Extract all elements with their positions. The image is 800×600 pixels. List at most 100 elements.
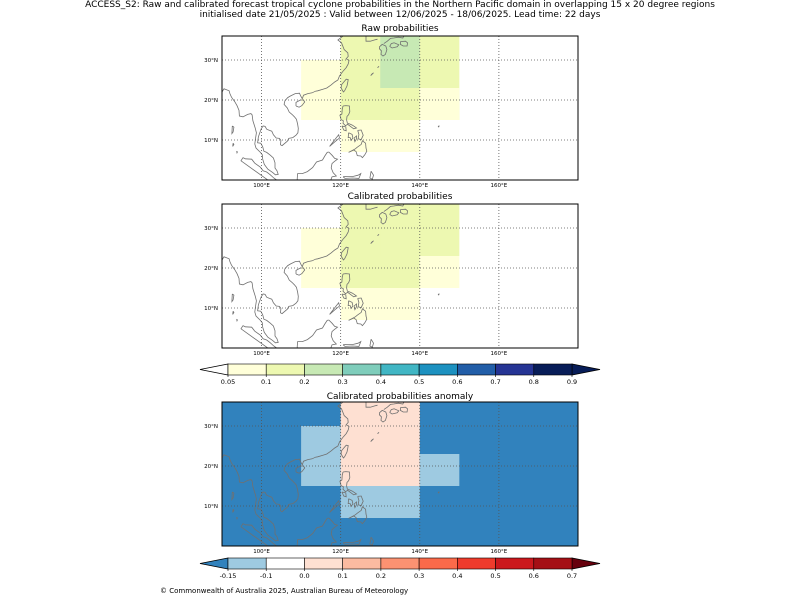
probability-cell <box>380 204 460 256</box>
coastline <box>296 517 339 546</box>
lon-tick-label: 120°E <box>332 183 349 189</box>
panel-title-calibrated: Calibrated probabilities <box>347 192 453 202</box>
colorbar-tick-label: 0.3 <box>337 378 347 386</box>
colorbar-tick-label: 0.6 <box>529 572 539 580</box>
lat-tick-label: 20°N <box>204 464 218 470</box>
colorbar-under-arrow <box>199 557 229 570</box>
probability-cell <box>380 402 420 422</box>
coastline <box>437 293 440 296</box>
coastline <box>369 170 374 180</box>
colorbar-tick-label: 0.4 <box>376 378 386 386</box>
probability-cell <box>380 36 420 88</box>
coastline <box>369 536 374 546</box>
lon-tick-label: 140°E <box>411 549 428 555</box>
colorbar-segment <box>380 557 420 570</box>
lon-tick-label: 120°E <box>332 549 349 555</box>
colorbar-tick-label: 0.2 <box>376 572 386 580</box>
lon-tick-label: 100°E <box>253 351 270 357</box>
probability-cell <box>340 120 420 152</box>
coastline <box>295 465 306 474</box>
map-content <box>222 402 578 546</box>
coastline <box>341 125 347 132</box>
coastline <box>383 402 405 410</box>
coastline <box>296 319 339 348</box>
coastline <box>369 338 374 348</box>
lat-tick-label: 20°N <box>204 98 218 104</box>
coastline <box>222 402 378 542</box>
colorbar-tick-label: -0.1 <box>260 572 273 580</box>
coastline <box>222 204 378 344</box>
colorbar-segment <box>495 363 535 376</box>
colorbar-segment <box>457 557 496 570</box>
colorbar-tick-label: 0.6 <box>452 378 462 386</box>
coastline <box>437 125 440 128</box>
lat-tick-label: 30°N <box>204 58 218 64</box>
lon-tick-label: 140°E <box>411 183 428 189</box>
colorbar-tick-label: 0.1 <box>337 572 347 580</box>
colorbar-tick-label: 0.2 <box>299 378 309 386</box>
colorbar-segment <box>418 363 458 376</box>
colorbar-segment <box>227 557 267 570</box>
lon-tick-label: 100°E <box>253 549 270 555</box>
lat-tick-label: 20°N <box>204 266 218 272</box>
coastline <box>222 36 378 176</box>
lon-tick-label: 100°E <box>253 183 270 189</box>
colorbar-segment <box>457 363 496 376</box>
map-panel-2: 100°E 120°E 140°E 160°E 10°N 20°N 30°N <box>204 401 579 555</box>
colorbar-tick-label: 0.3 <box>414 572 424 580</box>
coastline <box>357 495 364 507</box>
coastline <box>383 204 405 212</box>
colorbar-segment <box>495 557 535 570</box>
coastline <box>399 208 408 215</box>
coastline <box>296 151 339 180</box>
coastline <box>340 78 349 93</box>
coastline <box>348 308 368 327</box>
colorbar-under-arrow <box>199 363 229 376</box>
map-frame <box>221 203 579 349</box>
colorbar-tick-label: 0.5 <box>490 572 500 580</box>
lon-tick-label: 160°E <box>491 549 508 555</box>
coastline <box>357 297 364 309</box>
colorbar-tick-label: 0.7 <box>490 378 500 386</box>
lon-tick-label: 160°E <box>491 183 508 189</box>
colorbar-tick-label: 0.9 <box>567 378 577 386</box>
coastline <box>378 211 388 225</box>
coastline <box>378 43 388 57</box>
colorbar-over-arrow <box>571 557 601 570</box>
colorbar-segment <box>380 363 420 376</box>
colorbar-segment <box>265 557 305 570</box>
coastline <box>370 72 374 76</box>
colorbar-tick-label: -0.15 <box>220 572 237 580</box>
colorbar-tick-label: 0.1 <box>261 378 271 386</box>
colorbar-segment <box>342 557 382 570</box>
coastline <box>370 240 374 244</box>
coastline <box>399 406 408 413</box>
colorbar-segment <box>304 363 343 376</box>
coastline <box>377 234 380 236</box>
coastline <box>357 129 364 141</box>
probability-cell <box>340 486 420 518</box>
lat-tick-label: 10°N <box>204 504 218 510</box>
coastline <box>240 325 278 348</box>
map-panel-1: 100°E 120°E 140°E 160°E 10°N 20°N 30°N <box>204 203 579 357</box>
colorbar-tick-label: 0.8 <box>529 378 539 386</box>
map-frame <box>221 401 579 547</box>
figure-title-line1: ACCESS_S2: Raw and calibrated forecast t… <box>85 0 715 10</box>
colorbar-tick-label: 0.05 <box>221 378 235 386</box>
coastline <box>236 150 238 154</box>
coastline <box>377 66 380 68</box>
coastline <box>348 506 368 525</box>
coastline <box>329 499 340 513</box>
colorbar-tick-label: 0.0 <box>299 572 309 580</box>
coastline <box>240 157 278 180</box>
coastline <box>232 310 235 315</box>
colorbar-tick-label: 0.7 <box>567 572 577 580</box>
colorbar-segment <box>227 363 267 376</box>
colorbar-segment <box>418 557 458 570</box>
coastline <box>389 210 400 217</box>
probability-cell <box>419 454 460 486</box>
lon-tick-label: 160°E <box>491 351 508 357</box>
coastline <box>236 516 238 520</box>
coastline <box>231 491 235 501</box>
